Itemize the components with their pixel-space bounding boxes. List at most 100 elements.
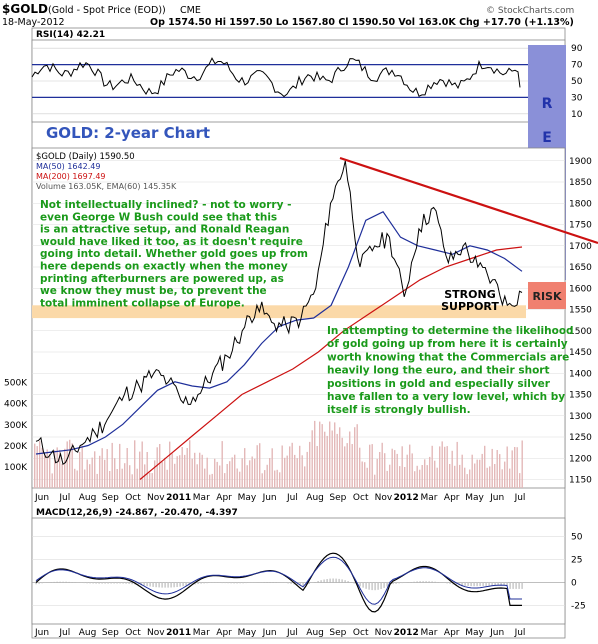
support-label-1: STRONG bbox=[444, 288, 495, 301]
macd-histogram-bar bbox=[425, 581, 427, 583]
annotation-right-line: of gold going up from here it is certain… bbox=[327, 338, 568, 350]
volume-bar bbox=[211, 473, 213, 488]
macd-histogram-bar bbox=[359, 582, 361, 587]
x-tick-label: Apr bbox=[216, 493, 232, 503]
macd-tick-label: 25 bbox=[571, 555, 582, 565]
volume-bar bbox=[261, 473, 263, 488]
volume-bar bbox=[109, 471, 111, 488]
macd-histogram-bar bbox=[248, 582, 250, 583]
macd-histogram-bar bbox=[500, 582, 502, 586]
x-tick-label: Oct bbox=[353, 628, 369, 638]
volume-bar bbox=[201, 454, 203, 488]
macd-histogram-bar bbox=[89, 582, 91, 584]
volume-bar bbox=[244, 448, 246, 488]
volume-bar bbox=[406, 454, 408, 488]
macd-histogram-bar bbox=[92, 582, 94, 584]
macd-histogram-bar bbox=[317, 581, 319, 583]
x-tick-label: Jul bbox=[514, 493, 526, 503]
volume-bar bbox=[269, 458, 271, 488]
macd-histogram-bar bbox=[182, 582, 184, 587]
price-tick-label: 1400 bbox=[569, 369, 592, 379]
volume-bar bbox=[494, 464, 496, 488]
volume-bar bbox=[129, 465, 131, 488]
x-tick-label: Jun bbox=[262, 493, 277, 503]
volume-bar bbox=[81, 445, 83, 488]
macd-histogram-bar bbox=[380, 582, 382, 589]
volume-bar bbox=[479, 459, 481, 488]
price-tick-label: 1200 bbox=[569, 454, 592, 464]
volume-bar bbox=[506, 446, 508, 488]
rsi-label: RSI(14) 42.21 bbox=[36, 30, 105, 40]
x-tick-label: Jul bbox=[58, 493, 70, 503]
macd-histogram-bar bbox=[332, 578, 334, 583]
macd-histogram-bar bbox=[35, 582, 37, 585]
volume-bar bbox=[61, 463, 63, 488]
rsi-tick-label: 70 bbox=[571, 61, 583, 71]
macd-histogram-bar bbox=[308, 582, 310, 584]
macd-histogram-bar bbox=[506, 582, 508, 586]
volume-bar bbox=[521, 440, 523, 488]
annotation-left-line: here depends on exactly when the money bbox=[40, 261, 288, 273]
macd-histogram-bar bbox=[455, 582, 457, 585]
macd-histogram-bar bbox=[95, 582, 97, 584]
volume-bar bbox=[301, 455, 303, 488]
volume-bar bbox=[451, 450, 453, 488]
x-axis-price: Jun Jul Aug Sep Oct Nov 2011 Mar Apr May Jun Jul Aug… bbox=[34, 493, 525, 503]
macd-histogram-bar bbox=[68, 581, 70, 583]
macd-histogram-bar bbox=[155, 582, 157, 588]
annotation-left-line: is an attractive setup, and Ronald Reaga… bbox=[40, 224, 289, 236]
volume-bar bbox=[99, 455, 101, 488]
volume-bar bbox=[216, 461, 218, 488]
volume-bar bbox=[46, 449, 48, 488]
volume-bar bbox=[159, 444, 161, 488]
volume-bar bbox=[251, 456, 253, 488]
annotation-left-line: total imminent collapse of Europe. bbox=[40, 297, 245, 309]
x-tick-label: Jun bbox=[262, 628, 277, 638]
volume-bar bbox=[231, 457, 233, 488]
price-tick-label: 1800 bbox=[569, 199, 592, 209]
macd-histogram-bar bbox=[194, 582, 196, 585]
volume-bar bbox=[96, 473, 98, 488]
volume-bar bbox=[264, 470, 266, 488]
volume-bar bbox=[509, 468, 511, 488]
volume-bar bbox=[76, 470, 78, 488]
macd-histogram-bar bbox=[236, 582, 238, 584]
volume-bar bbox=[386, 470, 388, 488]
macd-histogram-bar bbox=[86, 582, 88, 584]
volume-bar bbox=[281, 445, 283, 488]
macd-histogram-bar bbox=[287, 582, 289, 584]
macd-histogram-bar bbox=[203, 582, 205, 584]
volume-bar bbox=[276, 469, 278, 488]
volume-bar bbox=[354, 427, 356, 488]
volume-bar bbox=[126, 448, 128, 488]
macd-histogram-bar bbox=[431, 581, 433, 583]
macd-histogram-bar bbox=[416, 581, 418, 583]
annotation-right-line: worth knowing that the Commercials are bbox=[327, 351, 569, 363]
risk-box bbox=[528, 282, 566, 309]
volume-bar bbox=[404, 467, 406, 488]
macd-histogram-bar bbox=[302, 582, 304, 586]
volume-bar bbox=[219, 465, 221, 488]
legend-ma200: MA(200) 1697.49 bbox=[36, 172, 106, 181]
volume-bar bbox=[189, 440, 191, 488]
volume-bar bbox=[331, 430, 333, 488]
macd-histogram-bar bbox=[143, 582, 145, 586]
price-tick-label: 1600 bbox=[569, 284, 592, 294]
volume-bar bbox=[221, 441, 223, 488]
volume-bar bbox=[359, 447, 361, 488]
macd-histogram-bar bbox=[482, 582, 484, 586]
volume-bar bbox=[339, 427, 341, 488]
price-tick-label: 1750 bbox=[569, 221, 592, 231]
macd-histogram-bar bbox=[521, 582, 523, 589]
rsi-tick-label: 90 bbox=[571, 44, 583, 54]
volume-bar bbox=[394, 450, 396, 488]
volume-bar bbox=[234, 454, 236, 488]
macd-histogram-bar bbox=[176, 582, 178, 587]
volume-bar bbox=[66, 441, 68, 488]
macd-tick-label: 50 bbox=[571, 532, 583, 542]
macd-histogram-bar bbox=[296, 582, 298, 585]
macd-histogram-bar bbox=[320, 580, 322, 583]
volume-bar bbox=[196, 464, 198, 488]
volume-bar bbox=[39, 441, 41, 488]
